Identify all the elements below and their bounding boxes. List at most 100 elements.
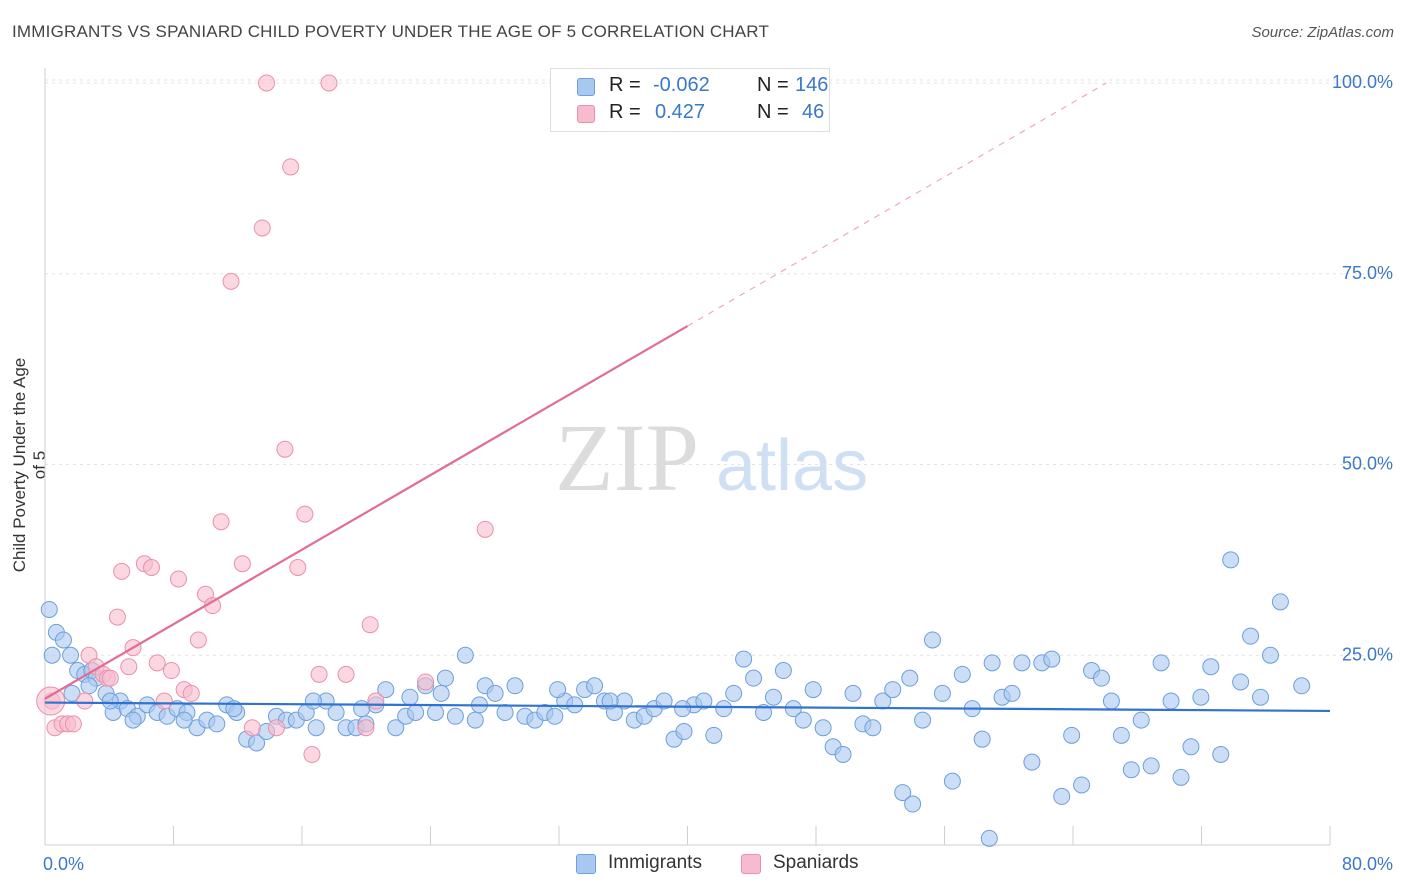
spaniards-point — [310, 665, 328, 683]
immigrants-point — [601, 692, 619, 710]
legend-r-label: R = — [609, 74, 641, 96]
spaniards-point — [361, 616, 379, 634]
immigrants-point — [1222, 551, 1240, 569]
bottom-legend-swatch-spaniards — [741, 854, 761, 874]
immigrants-point — [943, 772, 961, 790]
spaniards-point — [143, 559, 160, 577]
immigrants-point — [1132, 711, 1150, 729]
immigrants-point — [456, 646, 474, 664]
immigrants-point — [401, 688, 419, 706]
immigrants-point — [980, 829, 998, 847]
immigrants-point — [1003, 684, 1021, 702]
legend-n-value-immigrants: 146 — [795, 74, 829, 96]
immigrants-point — [1053, 787, 1071, 805]
immigrants-point — [432, 684, 450, 702]
immigrants-point — [1013, 654, 1031, 672]
spaniards-point — [303, 745, 321, 763]
spaniards-point — [182, 684, 200, 702]
spaniards-point — [289, 559, 307, 577]
spaniards-point — [76, 692, 94, 710]
immigrants-point — [1122, 761, 1140, 779]
immigrants-point — [884, 681, 902, 699]
immigrants-point — [655, 692, 673, 710]
immigrants-point — [735, 650, 753, 668]
spaniards-point — [282, 158, 300, 176]
immigrants-point — [973, 730, 991, 748]
legend-n-label: N = — [757, 101, 789, 123]
spaniards-point — [267, 719, 285, 737]
spaniards-point — [296, 505, 314, 523]
spaniards-point — [169, 570, 187, 588]
bottom-legend-swatch-immigrants — [576, 854, 596, 874]
immigrants-point — [1152, 654, 1170, 672]
immigrants-point — [745, 669, 763, 687]
immigrants-point — [54, 631, 72, 649]
spaniards-point — [357, 719, 375, 737]
bottom-legend-label-spaniards: Spaniards — [773, 852, 859, 873]
immigrants-point — [784, 700, 802, 718]
immigrants-point — [427, 703, 444, 721]
immigrants-point — [904, 795, 922, 813]
x-tick-label-min: 0.0% — [43, 854, 84, 874]
immigrants-point — [43, 646, 61, 664]
immigrants-point — [1242, 627, 1260, 645]
immigrants-point — [546, 707, 564, 725]
spaniards-point — [64, 715, 82, 733]
spaniards-point — [253, 219, 271, 237]
spaniards-point — [417, 673, 435, 691]
spaniards-point — [189, 631, 207, 649]
immigrants-point — [675, 723, 693, 741]
immigrants-point — [549, 681, 567, 699]
correlation-legend: R = -0.062 N = 146 R = 0.427 N = 46 — [550, 68, 830, 132]
immigrants-point — [124, 711, 142, 729]
immigrants-point — [1092, 669, 1110, 687]
immigrants-point — [1252, 688, 1270, 706]
immigrants-point — [586, 677, 604, 695]
immigrants-point — [566, 696, 584, 714]
immigrants-point — [764, 688, 782, 706]
immigrants-point — [1043, 650, 1061, 668]
immigrants-point — [327, 703, 345, 721]
spaniards-point — [148, 654, 166, 672]
legend-swatch-immigrants — [577, 78, 595, 96]
immigrants-point — [387, 719, 405, 737]
immigrants-point — [101, 692, 119, 710]
immigrants-point — [62, 646, 80, 664]
immigrants-point — [407, 703, 425, 721]
immigrants-point — [894, 784, 912, 802]
spaniards-point — [120, 658, 138, 676]
immigrants-point — [377, 681, 395, 699]
spaniards-point — [276, 440, 294, 458]
immigrants-point — [1293, 677, 1311, 695]
legend-swatch-spaniards — [577, 105, 595, 123]
immigrants-point — [924, 631, 941, 649]
spaniards-trend-line — [44, 325, 689, 700]
spaniards-point — [367, 692, 385, 710]
immigrants-point — [1172, 768, 1190, 786]
spaniards-point — [162, 662, 180, 680]
source-label: Source: ZipAtlas.com — [1251, 24, 1394, 41]
immigrants-point — [674, 700, 692, 718]
immigrants-point — [1232, 673, 1250, 691]
immigrants-point — [80, 677, 98, 695]
spaniards-point — [233, 555, 251, 573]
immigrants-point — [353, 700, 371, 718]
spaniards-point — [101, 669, 119, 687]
immigrants-point — [1073, 776, 1091, 794]
legend-r-value-immigrants: -0.062 — [653, 74, 710, 96]
immigrants-point — [983, 654, 1001, 672]
immigrants-point — [914, 711, 932, 729]
watermark-atlas: atlas — [716, 426, 868, 506]
immigrants-point — [864, 719, 882, 737]
tick-labels: 25.0% 50.0% 75.0% 100.0% 0.0% 80.0% — [43, 72, 1393, 874]
immigrants-point — [774, 662, 792, 680]
axes — [44, 68, 1331, 846]
spaniards-point — [113, 562, 131, 580]
immigrants-point — [834, 745, 852, 763]
spaniards-points — [36, 74, 494, 763]
legend-r-label: R = — [609, 101, 641, 123]
spaniards-trend-extension — [687, 82, 1107, 327]
legend-r-value-spaniards: 0.427 — [655, 101, 706, 123]
y-tick-label: 100.0% — [1332, 72, 1393, 92]
